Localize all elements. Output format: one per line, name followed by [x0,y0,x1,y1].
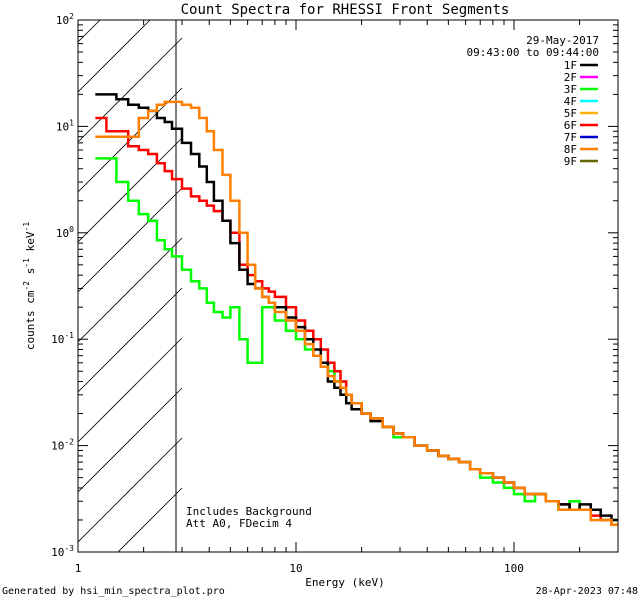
legend-label-7F: 7F [564,131,577,144]
legend-label-2F: 2F [564,71,577,84]
hatch-line [78,337,183,443]
hatch-line [78,187,183,293]
series-line-6F [95,116,618,527]
date-label: 29-May-2017 [526,34,599,47]
x-tick-label: 10 [289,562,302,575]
x-tick-label: 1 [75,562,82,575]
hatch-line [78,37,183,143]
y-tick-label: 10-3 [51,544,74,559]
series-lines [95,93,618,527]
y-axis-label: counts cm-2 s-1 keV-1 [22,222,37,350]
y-tick-label: 10-1 [51,331,74,346]
hatched-region [78,20,183,552]
hatch-line [78,387,183,493]
legend-label-8F: 8F [564,143,577,156]
y-axis-ticks: 10-3 10-2 10-1 100 101 102 [51,12,618,559]
legend-label-6F: 6F [564,119,577,132]
legend-label-9F: 9F [564,155,577,168]
hatch-line [117,487,183,552]
x-axis-ticks: 1 10 100 [75,20,619,575]
y-tick-label: 102 [56,12,74,27]
attenuator-note: Att A0, FDecim 4 [186,517,292,530]
series-line-3F [95,157,618,522]
time-range-label: 09:43:00 to 09:44:00 [467,46,599,59]
y-tick-label: 101 [56,118,74,133]
chart-title: Count Spectra for RHESSI Front Segments [181,2,510,18]
background-note: Includes Background [186,505,312,518]
legend-label-5F: 5F [564,107,577,120]
hatch-line [78,437,183,543]
y-tick-label: 100 [56,225,74,240]
series-line-8F [95,100,618,527]
generated-by-label: Generated by hsi_min_spectra_plot.pro [2,586,225,597]
series-line-1F [95,93,618,522]
legend-label-3F: 3F [564,83,577,96]
generated-timestamp: 28-Apr-2023 07:48 [536,586,638,597]
hatch-line [78,237,183,343]
hatch-line [78,287,183,393]
hatch-line [78,20,101,43]
x-tick-label: 100 [504,562,524,575]
x-axis-label: Energy (keV) [305,576,384,589]
hatch-line [78,137,183,243]
legend-label-1F: 1F [564,59,577,72]
legend-label-4F: 4F [564,95,577,108]
y-tick-label: 10-2 [51,438,74,453]
plot-frame [77,19,619,553]
hatch-line [78,20,151,93]
